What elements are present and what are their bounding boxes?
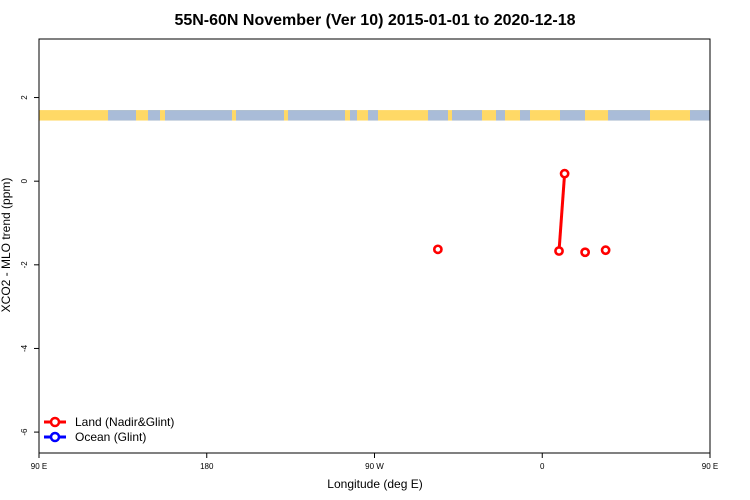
map-ocean [108, 110, 136, 121]
x-axis-label: Longitude (deg E) [327, 477, 422, 491]
y-tick-label: -4 [20, 344, 29, 352]
x-tick-label: 180 [200, 462, 214, 471]
map-ocean [165, 110, 232, 121]
map-strip [39, 110, 710, 121]
land-point [580, 247, 591, 258]
land-point [554, 246, 564, 256]
map-ocean [496, 110, 505, 121]
map-ocean [428, 110, 448, 121]
series-layer [432, 168, 611, 258]
legend-land-marker [49, 416, 61, 428]
land-point [600, 245, 611, 256]
x-tick-label: 90 W [365, 462, 384, 471]
map-ocean [608, 110, 650, 121]
map-ocean [148, 110, 160, 121]
land-point [559, 168, 570, 179]
y-axis-label: XCO2 - MLO trend (ppm) [0, 178, 13, 313]
map-ocean [236, 110, 284, 121]
y-axis: 2 0 -2 -4 -6 [20, 95, 39, 436]
y-tick-label: -2 [20, 261, 29, 269]
land-point [432, 244, 443, 255]
y-tick-label: 0 [20, 178, 29, 183]
x-tick-label: 90 E [31, 462, 47, 471]
map-ocean [368, 110, 378, 121]
map-ocean [452, 110, 482, 121]
legend-ocean-label: Ocean (Glint) [75, 430, 146, 444]
map-ocean [690, 110, 710, 121]
legend-ocean-marker [49, 431, 61, 443]
map-ocean [560, 110, 585, 121]
map-ocean [520, 110, 530, 121]
legend: Land (Nadir&Glint) Ocean (Glint) [40, 412, 190, 448]
legend-box [40, 412, 190, 448]
chart-title: 55N-60N November (Ver 10) 2015-01-01 to … [174, 12, 575, 29]
series-line [557, 173, 567, 252]
plot-frame [38, 38, 711, 454]
y-tick-label: 2 [20, 95, 29, 100]
y-tick-label: -6 [20, 428, 29, 436]
map-ocean [350, 110, 357, 121]
x-tick-label: 90 E [702, 462, 718, 471]
x-axis: 90 E 180 90 W 0 90 E [31, 453, 718, 471]
legend-land-label: Land (Nadir&Glint) [75, 415, 174, 429]
x-tick-label: 0 [540, 462, 545, 471]
map-ocean [288, 110, 345, 121]
